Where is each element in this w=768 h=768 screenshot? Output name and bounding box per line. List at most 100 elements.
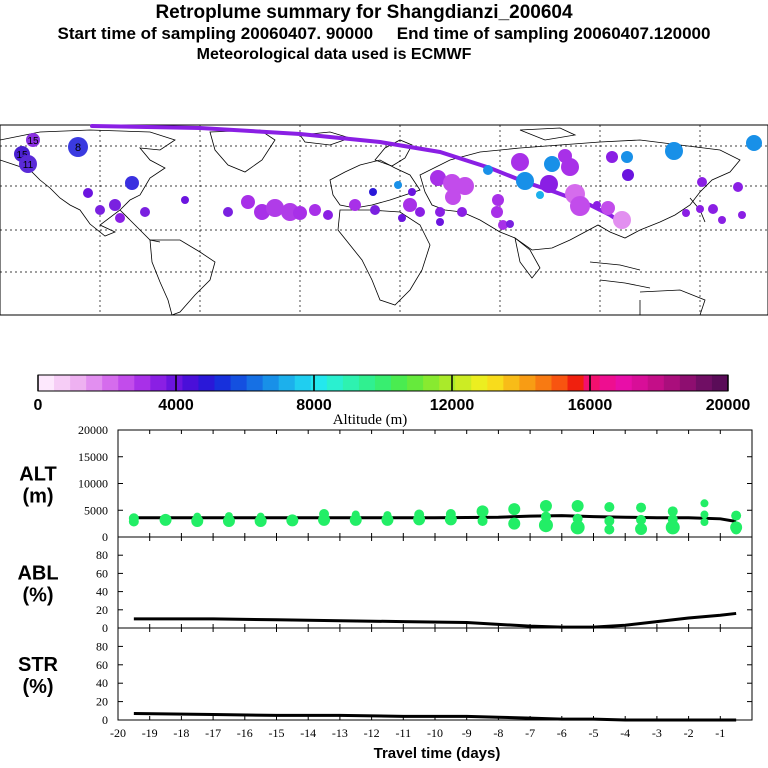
y-tick-label: 40 — [96, 585, 108, 599]
colorbar-cell — [70, 375, 87, 391]
colorbar-cell — [695, 375, 713, 391]
y-tick-label: 0 — [102, 621, 108, 635]
altitude-point — [128, 516, 139, 527]
colorbar-cell — [631, 375, 649, 391]
colorbar-tick-label: 8000 — [296, 397, 332, 414]
panel-frame — [117, 536, 753, 629]
x-tick-label: -12 — [364, 726, 380, 740]
colorbar-cell — [38, 375, 55, 391]
series-line-abl — [133, 611, 737, 629]
page-title: Retroplume summary for Shangdianzi_20060… — [155, 2, 573, 23]
altitude-point — [256, 512, 265, 521]
panel-ylabel-unit: (%) — [22, 676, 53, 698]
altitude-point — [445, 508, 456, 519]
colorbar-cell — [214, 375, 232, 391]
series-line-alt — [133, 514, 737, 523]
colorbar-tick-label: 0 — [34, 397, 43, 414]
colorbar-cell — [86, 375, 103, 391]
altitude-point — [604, 502, 615, 513]
map-panel: 15 15 11 8 — [0, 124, 768, 316]
panel-ylabel: STR — [18, 654, 59, 676]
altitude-point — [604, 524, 615, 535]
y-tick-label: 20 — [96, 603, 108, 617]
altitude-point — [159, 513, 172, 526]
x-tick-label: -7 — [525, 726, 535, 740]
colorbar-cell — [326, 375, 344, 391]
colorbar-tick-label: 4000 — [158, 397, 194, 414]
altitude-point — [414, 509, 425, 520]
altitude-point — [351, 510, 360, 519]
altitude-point — [700, 499, 709, 508]
y-tick-label: 0 — [102, 713, 108, 727]
altitude-point — [700, 510, 709, 519]
colorbar-cell — [583, 375, 601, 391]
x-tick-label: -15 — [269, 726, 285, 740]
colorbar-cell — [455, 375, 472, 391]
panel-frame — [117, 429, 753, 538]
x-tick-label: -2 — [684, 726, 694, 740]
altitude-point — [286, 514, 299, 527]
x-tick-label: -18 — [173, 726, 189, 740]
x-tick-label: -19 — [142, 726, 158, 740]
colorbar-title: Altitude (m) — [333, 412, 408, 428]
altitude-point — [731, 524, 742, 535]
meteorology-subtitle: Meteorological data used is ECMWF — [196, 46, 472, 63]
svg-text:15: 15 — [16, 150, 28, 161]
colorbar-cell — [519, 375, 536, 391]
altitude-point — [700, 518, 709, 527]
altitude-point — [539, 499, 552, 512]
x-tick-label: -14 — [300, 726, 316, 740]
colorbar-cell — [102, 375, 119, 391]
altitude-point — [667, 506, 678, 517]
altitude-point — [540, 511, 551, 522]
colorbar-cell — [391, 375, 408, 391]
colorbar-cell — [166, 375, 183, 391]
colorbar-cells — [38, 375, 729, 391]
x-tick-label: -11 — [396, 726, 412, 740]
altitude-point — [224, 512, 233, 521]
colorbar-cell — [118, 375, 135, 391]
colorbar-cell — [471, 375, 488, 391]
colorbar-cell — [711, 375, 729, 391]
panel-abl: 0 20 40 60 80 ABL(%) — [17, 536, 753, 635]
colorbar-tick-label: 20000 — [706, 397, 751, 414]
altitude-point — [570, 520, 585, 535]
colorbar-cell — [599, 375, 617, 391]
svg-text:11: 11 — [23, 160, 34, 171]
colorbar-cell — [342, 375, 360, 391]
colorbar-tick-label: 12000 — [430, 397, 475, 414]
x-tick-label: -5 — [589, 726, 599, 740]
altitude-point — [477, 515, 488, 526]
colorbar-cell — [54, 375, 71, 391]
y-tick-label: 10000 — [78, 477, 108, 491]
colorbar-cell — [310, 375, 328, 391]
x-axis-label: Travel time (days) — [374, 745, 501, 762]
x-tick-label: -8 — [493, 726, 503, 740]
colorbar-cell — [439, 375, 456, 391]
colorbar-tick-label: 16000 — [568, 397, 613, 414]
panel-ylabel-unit: (%) — [22, 585, 53, 607]
x-tick-label: -13 — [332, 726, 348, 740]
altitude-point — [667, 514, 678, 525]
colorbar-cell — [198, 375, 216, 391]
y-tick-label: 80 — [96, 639, 108, 653]
x-tick-label: -17 — [205, 726, 221, 740]
panel-alt: 0 5000 10000 15000 20000 ALT(m) — [19, 423, 753, 544]
colorbar-cell — [663, 375, 681, 391]
altitude-point — [665, 520, 680, 535]
altitude-point — [193, 512, 202, 521]
y-tick-label: 5000 — [84, 503, 108, 517]
altitude-colorbar: 0 4000 8000 12000 16000 20000 Altitude (m) — [34, 374, 751, 428]
map-coastlines — [0, 127, 741, 316]
y-tick-label: 20000 — [78, 423, 108, 437]
x-tick-label: -16 — [237, 726, 253, 740]
altitude-point — [508, 517, 521, 530]
map-frame — [0, 124, 768, 316]
x-tick-label: -4 — [620, 726, 630, 740]
colorbar-cell — [679, 375, 697, 391]
colorbar-cell — [358, 375, 376, 391]
y-tick-label: 60 — [96, 566, 108, 580]
colorbar-cell — [294, 375, 312, 391]
colorbar-cell — [134, 375, 151, 391]
